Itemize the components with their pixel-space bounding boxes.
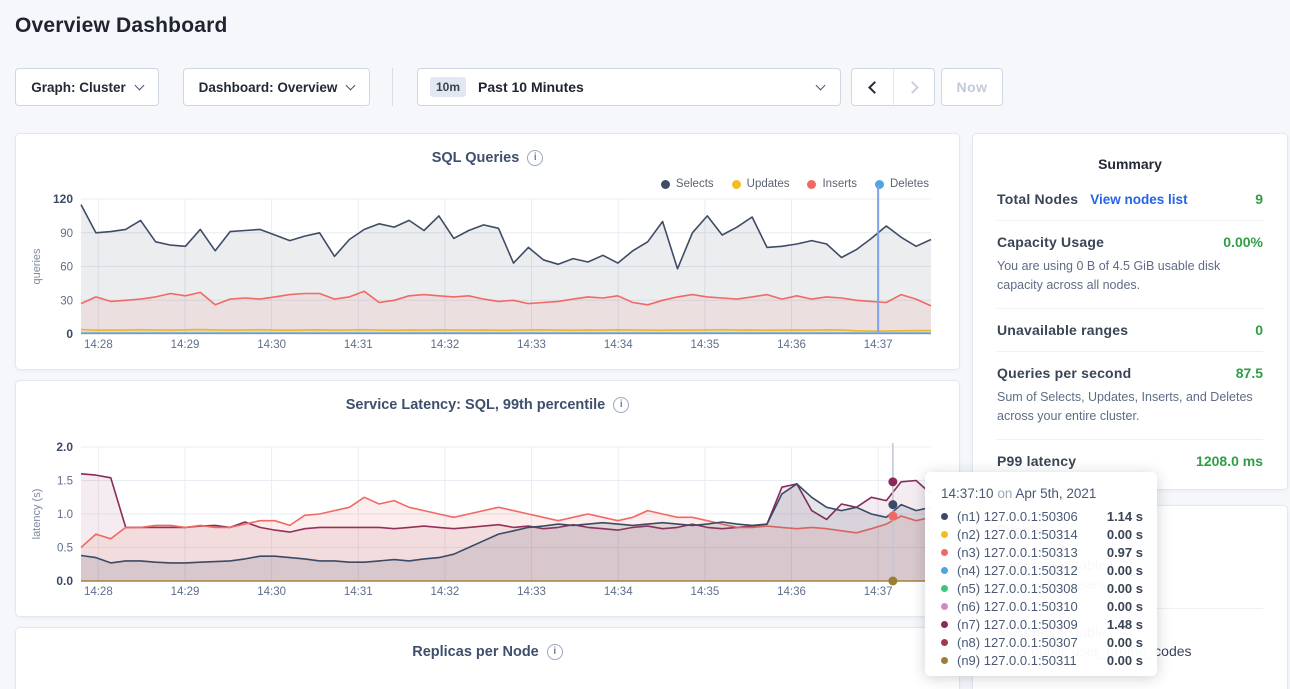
svg-text:14:35: 14:35 [690,586,719,598]
summary-label: P99 latency [997,453,1076,469]
tooltip-row: (n5) 127.0.0.1:503080.00 s [941,579,1143,597]
chevron-down-icon [346,81,356,91]
tooltip-timestamp: 14:37:10 on Apr 5th, 2021 [941,486,1143,501]
service-latency-card: Service Latency: SQL, 99th percentilei 1… [15,380,960,617]
chevron-down-icon [816,81,826,91]
summary-label: Unavailable ranges [997,322,1128,338]
service-latency-chart[interactable]: 14:28 14:29 14:30 14:31 14:32 14:33 14:34 14:35… [16,381,961,618]
svg-text:30: 30 [60,295,73,307]
svg-text:14:32: 14:32 [431,339,460,351]
svg-text:14:37: 14:37 [864,586,893,598]
svg-text:14:33: 14:33 [517,339,546,351]
svg-text:latency (s): latency (s) [31,489,43,540]
svg-text:14:28: 14:28 [84,586,113,598]
summary-row-unavailable: Unavailable ranges 0 [997,308,1263,351]
dashboard-dropdown[interactable]: Dashboard: Overview [183,68,370,106]
toolbar: Graph: Cluster Dashboard: Overview 10m P… [15,68,1003,106]
svg-text:14:36: 14:36 [777,339,806,351]
time-range-badge: 10m [430,77,466,97]
node-dot [941,513,948,520]
tooltip-row: (n3) 127.0.0.1:503130.97 s [941,543,1143,561]
tooltip-row: (n1) 127.0.0.1:503061.14 s [941,507,1143,525]
time-pager [851,68,935,106]
replicas-per-node-card: Replicas per Nodei [15,627,960,689]
toolbar-divider [392,68,393,106]
tooltip-row: (n4) 127.0.0.1:503120.00 s [941,561,1143,579]
svg-text:14:34: 14:34 [604,339,633,351]
summary-label: Capacity Usage [997,234,1104,250]
tooltip-row: (n9) 127.0.0.1:503110.00 s [941,651,1143,669]
now-button[interactable]: Now [941,68,1003,106]
summary-value: 1208.0 ms [1196,453,1263,469]
summary-row-total-nodes: Total Nodes View nodes list 9 [997,178,1263,220]
svg-text:14:31: 14:31 [344,339,373,351]
summary-value: 0 [1255,322,1263,338]
svg-text:14:29: 14:29 [171,339,200,351]
svg-text:1.0: 1.0 [57,509,73,521]
info-icon[interactable]: i [547,644,563,660]
chevron-down-icon [134,81,144,91]
svg-text:0: 0 [66,327,73,341]
summary-value: 0.00% [1223,234,1263,250]
tooltip-row: (n2) 127.0.0.1:503140.00 s [941,525,1143,543]
chevron-right-icon [906,81,919,94]
chart-hover-tooltip: 14:37:10 on Apr 5th, 2021 (n1) 127.0.0.1… [925,472,1157,676]
summary-title: Summary [973,134,1287,178]
svg-text:14:36: 14:36 [777,586,806,598]
prev-time-button[interactable] [852,69,893,105]
node-dot [941,549,948,556]
graph-dropdown[interactable]: Graph: Cluster [15,68,159,106]
chart-title: Replicas per Nodei [16,644,959,660]
svg-text:2.0: 2.0 [56,440,73,454]
svg-text:14:30: 14:30 [257,339,286,351]
next-time-button[interactable] [893,69,934,105]
graph-dropdown-label: Graph: Cluster [31,80,126,95]
svg-text:60: 60 [60,262,73,274]
summary-panel: Summary Total Nodes View nodes list 9 Ca… [972,133,1288,490]
node-dot [941,657,948,664]
tooltip-row: (n6) 127.0.0.1:503100.00 s [941,597,1143,615]
svg-text:14:29: 14:29 [171,586,200,598]
summary-desc: Sum of Selects, Updates, Inserts, and De… [997,388,1263,426]
node-dot [941,531,948,538]
svg-text:120: 120 [53,192,73,206]
svg-text:0.5: 0.5 [57,543,73,555]
svg-text:14:31: 14:31 [344,586,373,598]
tooltip-row: (n7) 127.0.0.1:503091.48 s [941,615,1143,633]
time-range-label: Past 10 Minutes [478,79,584,95]
svg-text:14:33: 14:33 [517,586,546,598]
svg-text:14:35: 14:35 [690,339,719,351]
page-title: Overview Dashboard [15,14,228,38]
svg-text:0.0: 0.0 [56,574,73,588]
node-dot [941,567,948,574]
sql-queries-card: SQL Queriesi Selects Updates Inserts Del… [15,133,960,370]
svg-text:1.5: 1.5 [57,476,73,488]
svg-text:14:37: 14:37 [864,339,893,351]
chevron-left-icon [868,81,881,94]
summary-row-capacity: Capacity Usage 0.00% You are using 0 B o… [997,220,1263,308]
view-nodes-list-link[interactable]: View nodes list [1090,192,1187,207]
summary-label: Queries per second [997,365,1131,381]
node-dot [941,621,948,628]
svg-text:90: 90 [60,228,73,240]
svg-text:14:32: 14:32 [431,586,460,598]
summary-value: 87.5 [1236,365,1263,381]
tooltip-row: (n8) 127.0.0.1:503070.00 s [941,633,1143,651]
summary-desc: You are using 0 B of 4.5 GiB usable disk… [997,257,1263,295]
node-dot [941,639,948,646]
node-dot [941,603,948,610]
summary-row-qps: Queries per second 87.5 Sum of Selects, … [997,351,1263,439]
svg-text:14:30: 14:30 [257,586,286,598]
node-dot [941,585,948,592]
dashboard-dropdown-label: Dashboard: Overview [199,80,338,95]
svg-text:queries: queries [31,248,43,285]
svg-text:14:28: 14:28 [84,339,113,351]
time-range-picker[interactable]: 10m Past 10 Minutes [417,68,841,106]
summary-value: 9 [1255,191,1263,207]
sql-queries-chart[interactable]: 14:28 14:29 14:30 14:31 14:32 14:33 14:34 14:35… [16,134,961,371]
svg-text:14:34: 14:34 [604,586,633,598]
summary-label: Total Nodes [997,191,1078,207]
